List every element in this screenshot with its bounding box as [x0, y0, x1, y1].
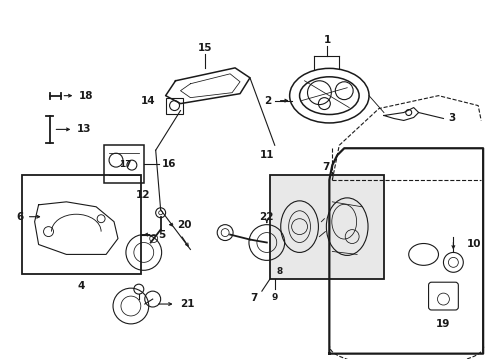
Text: 4: 4 — [78, 281, 85, 291]
Text: 16: 16 — [162, 159, 176, 169]
Text: 19: 19 — [435, 319, 450, 329]
Text: 7: 7 — [250, 293, 257, 303]
Bar — [21, 175, 141, 274]
Text: 22: 22 — [259, 212, 273, 222]
Text: 9: 9 — [271, 293, 277, 302]
Text: 14: 14 — [141, 96, 155, 105]
Text: 17: 17 — [119, 159, 131, 168]
Bar — [104, 145, 143, 183]
Text: 20: 20 — [177, 220, 192, 230]
Text: 8: 8 — [276, 267, 282, 276]
Text: 21: 21 — [180, 299, 195, 309]
Bar — [269, 175, 383, 279]
Text: 5: 5 — [158, 230, 165, 239]
Text: 2: 2 — [264, 96, 271, 105]
Text: 11: 11 — [260, 150, 274, 160]
Text: 3: 3 — [447, 113, 455, 123]
Text: 1: 1 — [323, 35, 330, 45]
Bar — [165, 98, 183, 113]
Text: 15: 15 — [198, 43, 212, 53]
Text: 18: 18 — [79, 91, 94, 101]
Text: 7: 7 — [322, 162, 329, 172]
Text: 6: 6 — [17, 212, 24, 222]
Text: 13: 13 — [77, 125, 92, 134]
Text: 12: 12 — [136, 190, 150, 200]
Text: 10: 10 — [467, 239, 481, 249]
